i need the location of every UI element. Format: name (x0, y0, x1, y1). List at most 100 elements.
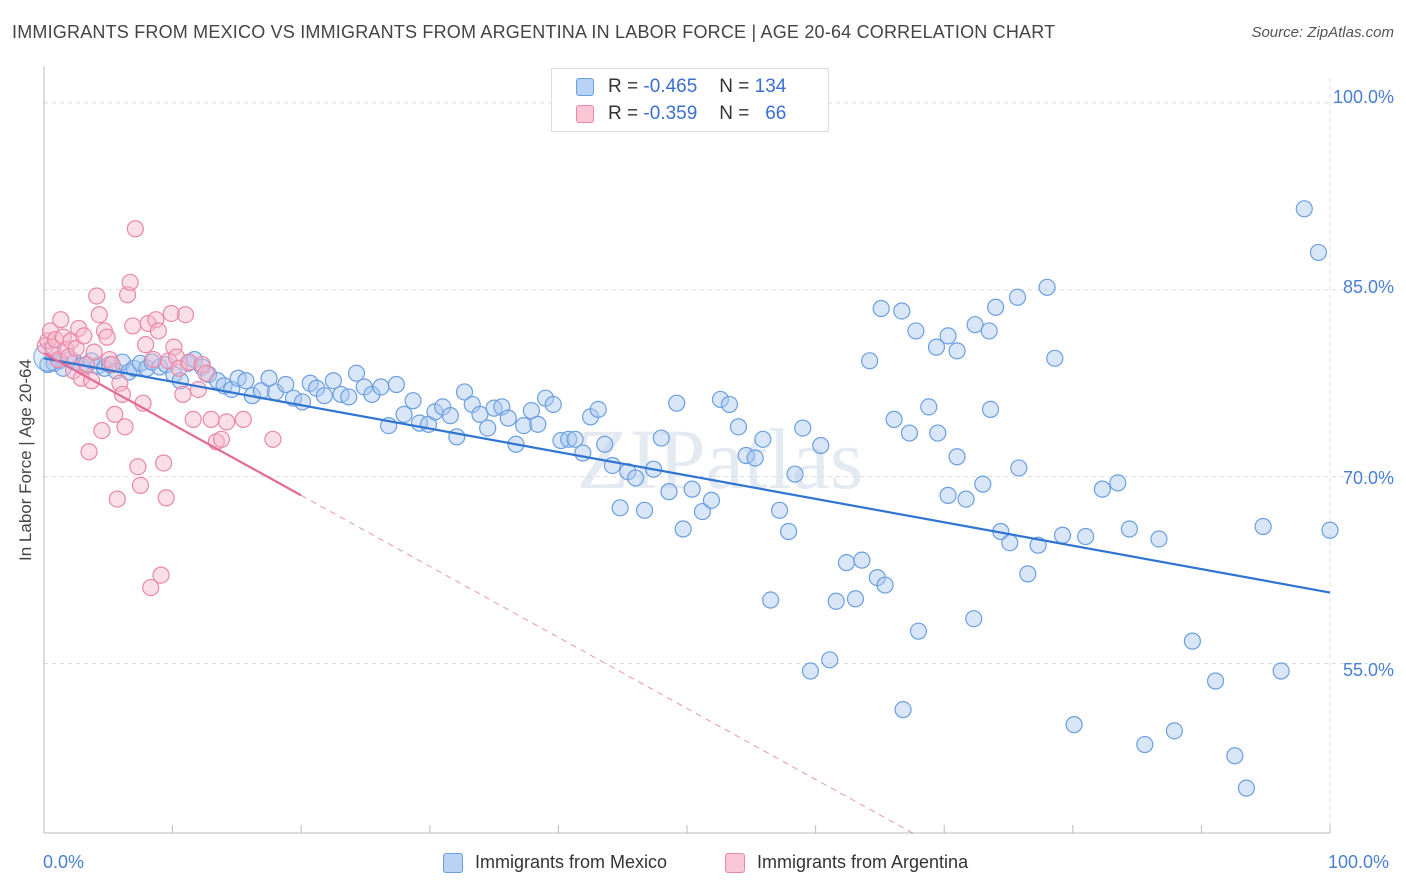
point-mexico (987, 298, 1005, 316)
point-mexico (544, 395, 562, 414)
legend-item-mexico: Immigrants from Mexico (443, 852, 667, 873)
legend-r-label: R = (608, 76, 639, 97)
legend-r-label: R = (608, 103, 639, 124)
point-mexico (837, 554, 856, 572)
point-argentina (67, 339, 85, 357)
y-tick-label: 55.0% (1342, 660, 1394, 680)
point-mexico (1019, 565, 1037, 583)
point-mexico (347, 364, 366, 382)
point-mexico (1136, 735, 1154, 754)
point-mexico (237, 372, 255, 390)
point-mexico (702, 491, 721, 509)
point-mexico (1206, 672, 1225, 690)
point-mexico (471, 405, 489, 423)
point-mexico (566, 430, 584, 448)
x-tick-label-min: 0.0% (43, 852, 85, 872)
point-mexico (1093, 480, 1111, 498)
legend-row-mexico: R = -0.465 N = 134 (576, 75, 786, 99)
point-mexico (611, 499, 629, 517)
point-mexico (927, 338, 946, 356)
point-mexico (441, 407, 459, 425)
point-argentina (193, 355, 211, 374)
legend-n-label: N = (719, 76, 750, 97)
point-mexico (770, 501, 789, 519)
point-mexico (893, 302, 911, 320)
point-mexico (693, 502, 712, 521)
point-argentina (85, 343, 103, 361)
point-mexico (909, 622, 928, 640)
point-mexico (720, 395, 739, 414)
point-argentina (264, 430, 282, 448)
watermark: ZIPatlas (577, 411, 864, 507)
point-argentina (88, 287, 106, 305)
point-mexico (1010, 459, 1028, 477)
point-argentina (202, 410, 220, 428)
point-mexico (853, 551, 871, 569)
point-mexico (574, 444, 592, 462)
point-mexico (957, 490, 975, 508)
point-mexico (635, 501, 654, 519)
legend-swatch-mexico (443, 852, 463, 873)
point-mexico (1053, 526, 1072, 544)
point-argentina (176, 306, 195, 324)
point-mexico (589, 400, 607, 419)
point-mexico (1008, 288, 1027, 306)
point-argentina (80, 443, 98, 461)
point-mexico (560, 430, 578, 448)
point-mexico (674, 520, 692, 538)
point-mexico (1077, 527, 1095, 546)
point-argentina (126, 220, 144, 238)
trendline-mexico (43, 357, 1331, 594)
point-mexico (395, 405, 413, 423)
point-mexico (872, 299, 890, 318)
point-argentina (144, 350, 162, 369)
point-argentina (52, 311, 70, 329)
point-mexico (907, 322, 925, 340)
point-mexico (965, 610, 983, 628)
point-argentina (167, 348, 186, 366)
legend-item-argentina: Immigrants from Argentina (725, 852, 968, 873)
point-argentina (162, 304, 180, 323)
trendline-argentina-extension (300, 494, 913, 834)
x-tick-label-max: 100.0% (1328, 852, 1390, 872)
point-argentina (100, 350, 119, 369)
y-tick-label: 70.0% (1342, 468, 1394, 488)
series-argentina-points (36, 220, 282, 597)
point-mexico (324, 372, 342, 390)
trendline-argentina (43, 352, 302, 497)
legend-swatch-mexico (576, 78, 594, 96)
point-mexico (974, 475, 992, 493)
point-argentina (90, 306, 108, 324)
point-mexico (315, 387, 333, 405)
point-mexico (948, 342, 966, 360)
point-mexico (479, 419, 497, 437)
point-mexico (876, 576, 894, 594)
point-mexico (1321, 521, 1339, 539)
trend-lines (43, 352, 1331, 834)
point-mexico (939, 327, 957, 345)
point-mexico (821, 651, 839, 669)
point-argentina (234, 410, 252, 428)
point-mexico (1150, 530, 1168, 548)
point-argentina (165, 338, 183, 356)
point-mexico (1272, 662, 1290, 680)
point-mexico (786, 465, 804, 483)
point-argentina (197, 364, 215, 382)
point-mexico (596, 435, 614, 453)
point-argentina (136, 336, 155, 354)
legend-n-label: N = (719, 103, 750, 124)
point-mexico (894, 701, 912, 719)
point-mexico (515, 416, 533, 435)
point-mexico (1183, 632, 1201, 650)
axes (43, 66, 1331, 834)
point-argentina (116, 418, 134, 436)
legend-r-value: -0.359 (643, 103, 698, 124)
point-mexico (761, 591, 780, 609)
point-argentina (212, 430, 231, 448)
point-mexico (387, 375, 405, 394)
point-argentina (131, 476, 150, 495)
stats-legend: R = -0.465 N = 134 R = -0.359 N = 66 (551, 68, 829, 132)
point-mexico (779, 522, 798, 541)
point-mexico (277, 375, 295, 394)
point-mexico (1165, 722, 1183, 740)
